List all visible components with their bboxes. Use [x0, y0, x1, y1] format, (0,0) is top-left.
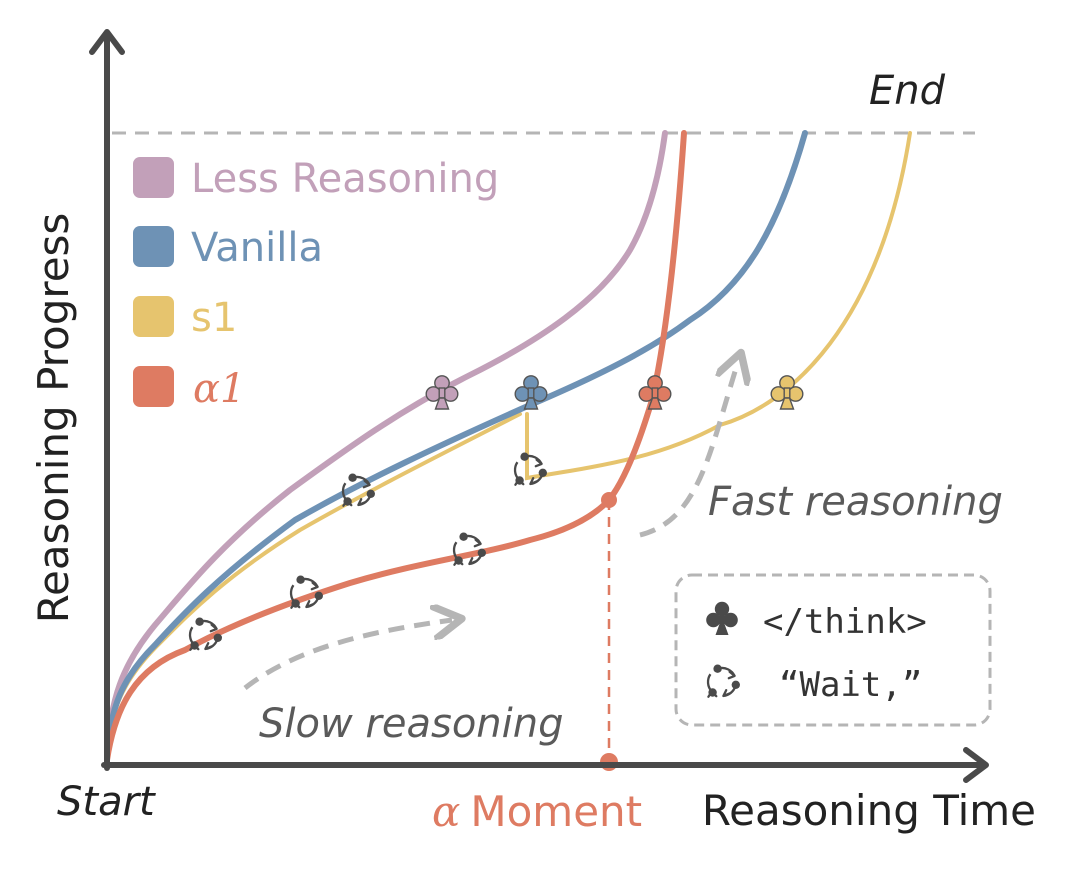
think-marker-vanilla	[514, 375, 548, 410]
legend-label-vanilla: Vanilla	[191, 225, 323, 271]
alpha1-curve	[104, 130, 687, 763]
alpha-moment-label: α Moment	[432, 787, 642, 836]
s1-curve-tail	[525, 131, 912, 481]
legend-swatch-vanilla	[133, 226, 174, 267]
legend-swatch-less-reasoning	[133, 157, 174, 198]
start-label: Start	[57, 779, 156, 825]
wait-marker-3	[452, 531, 488, 566]
x-axis-arrowhead	[963, 747, 989, 783]
legend-label-s1: s1	[191, 295, 237, 341]
end-label: End	[869, 68, 946, 114]
think-marker-alpha1	[638, 375, 672, 410]
legend-swatch-alpha1	[133, 366, 174, 407]
wait-marker-5	[513, 451, 549, 486]
fast-reasoning-label: Fast reasoning	[708, 479, 1003, 525]
think-token-label: </think>	[763, 602, 927, 642]
wait-marker-1	[188, 616, 224, 651]
slow-reasoning-arrow	[243, 620, 452, 690]
legend: Less Reasoning Vanilla s1 α1	[133, 156, 499, 412]
club-icon	[706, 601, 738, 635]
y-axis-arrowhead	[89, 29, 125, 55]
cycle-arrows-icon	[706, 663, 742, 698]
wait-marker-2	[289, 574, 325, 609]
wait-token-label: “Wait,”	[779, 665, 922, 705]
legend-swatch-s1	[133, 296, 174, 337]
legend-label-alpha1: α1	[193, 366, 245, 412]
less-reasoning-curve	[104, 130, 668, 760]
x-axis-label: Reasoning Time	[702, 786, 1036, 835]
token-key-box: </think> “Wait,”	[674, 573, 992, 727]
legend-label-less-reasoning: Less Reasoning	[191, 156, 499, 202]
fast-reasoning-arrow	[639, 362, 738, 538]
y-axis-label: Reasoning Progress	[29, 213, 78, 624]
vanilla-curve	[104, 130, 808, 760]
slow-reasoning-label: Slow reasoning	[259, 701, 564, 747]
alpha-moment-curve-dot	[601, 492, 617, 508]
